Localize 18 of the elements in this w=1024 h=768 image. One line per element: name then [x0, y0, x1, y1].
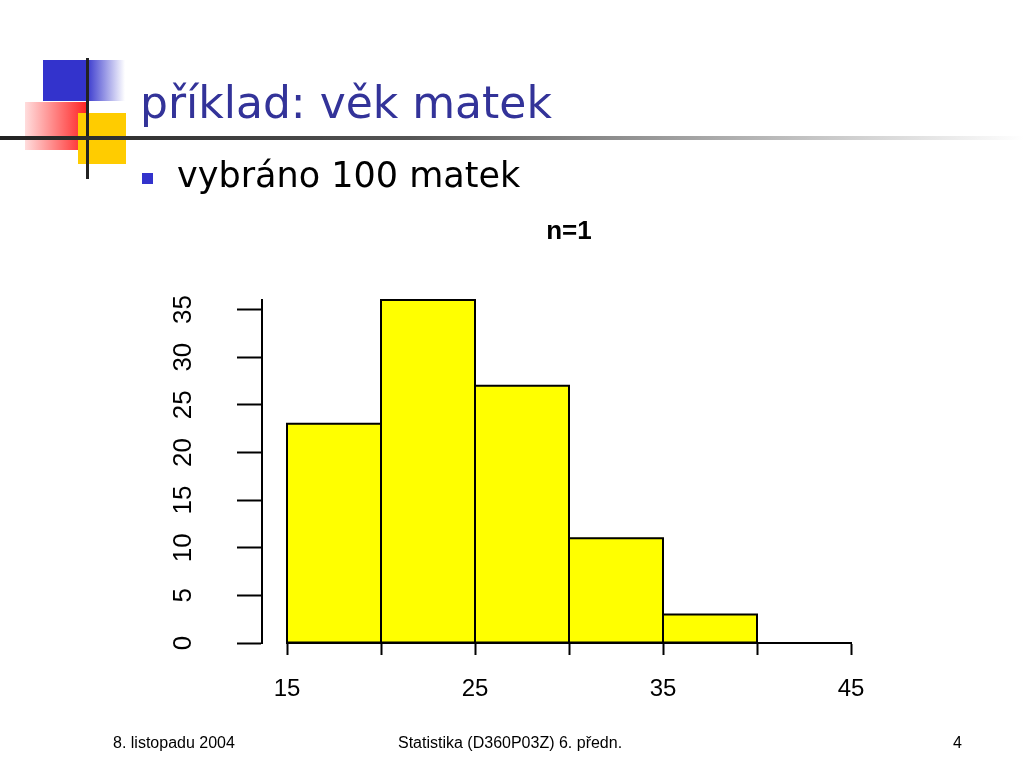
x-tick-label: 15 — [273, 674, 301, 702]
y-tick-label: 5 — [166, 588, 197, 603]
y-tick-label: 25 — [166, 390, 197, 420]
x-tick-label: 45 — [837, 674, 865, 702]
text: 8. listopadu 2004 — [113, 733, 235, 753]
text: 4 — [953, 733, 962, 753]
chart-title: příklad: věk matek — [140, 77, 552, 129]
y-tick-label: 35 — [166, 295, 197, 324]
y-tick-label: 15 — [166, 485, 197, 515]
x-tick-label: 35 — [649, 674, 677, 702]
x-tick-label: 25 — [461, 674, 489, 702]
y-tick-label: 20 — [166, 437, 197, 467]
chart-subtitle: vybráno 100 matek — [177, 154, 521, 196]
y-tick-label: 0 — [166, 635, 197, 651]
text: Statistika (D360P03Z) 6. předn. — [398, 733, 623, 753]
y-tick-label: 10 — [166, 533, 197, 563]
text: n=1 — [546, 215, 592, 246]
y-tick-label: 30 — [166, 342, 197, 372]
